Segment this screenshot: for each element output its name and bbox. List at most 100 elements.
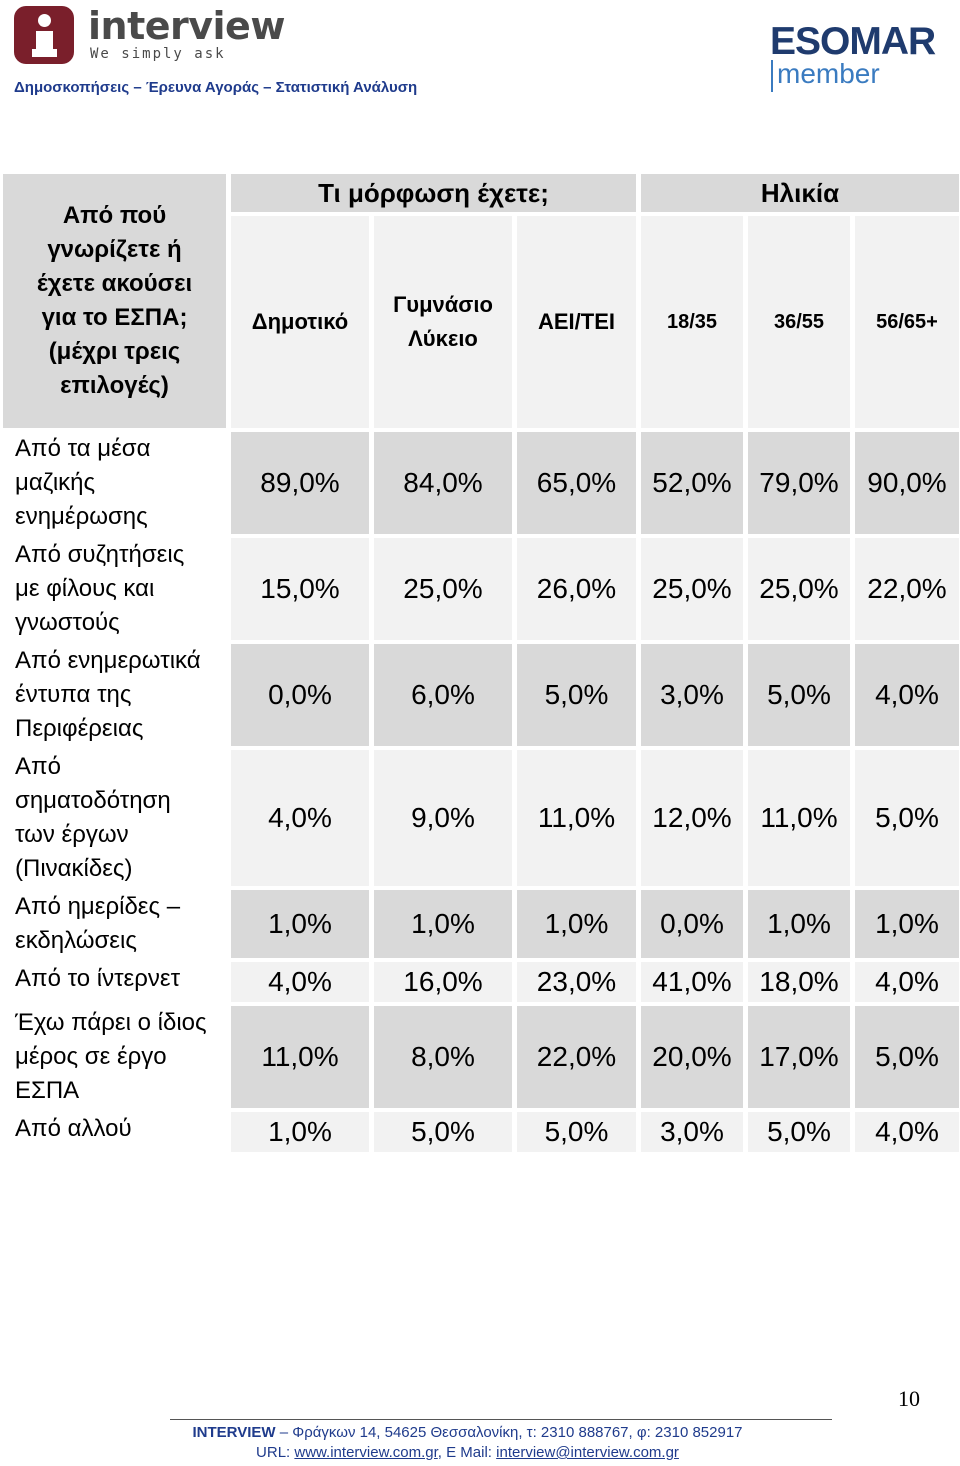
value-cell: 0,0% bbox=[641, 890, 743, 958]
education-group-header: Τι μόρφωση έχετε; bbox=[231, 174, 636, 212]
value-cell: 17,0% bbox=[748, 1006, 850, 1108]
row-label-line: (Πινακίδες) bbox=[15, 855, 133, 882]
row-label: Έχω πάρει ο ίδιος μέρος σε έργο ΕΣΠΑ bbox=[3, 1006, 226, 1108]
column-header-line: Δημοτικό bbox=[251, 309, 349, 334]
value-cell: 23,0% bbox=[517, 962, 636, 1002]
value-cell: 79,0% bbox=[748, 432, 850, 534]
value-cell: 5,0% bbox=[855, 750, 959, 886]
row-label: Από αλλού bbox=[3, 1112, 226, 1152]
row-label: Από συζητήσεις με φίλους και γνωστούς bbox=[3, 538, 226, 640]
value-cell: 22,0% bbox=[517, 1006, 636, 1108]
table-row: Από αλλού 1,0% 5,0% 5,0% 3,0% 5,0% 4,0% bbox=[3, 1112, 959, 1152]
value-cell: 1,0% bbox=[517, 890, 636, 958]
column-header: Γυμνάσιο Λύκειο bbox=[374, 216, 512, 428]
value-cell: 1,0% bbox=[374, 890, 512, 958]
value-cell: 9,0% bbox=[374, 750, 512, 886]
row-label: Από το ίντερνετ bbox=[3, 962, 226, 1002]
row-label-line: μέρος σε έργο bbox=[15, 1043, 167, 1070]
table-row: Από ενημερωτικά έντυπα της Περιφέρειας 0,0%… bbox=[3, 644, 959, 746]
value-cell: 4,0% bbox=[231, 962, 369, 1002]
footer-mail-label: , E Mail: bbox=[437, 1444, 497, 1461]
row-label-line: ενημέρωσης bbox=[15, 503, 148, 530]
value-cell: 4,0% bbox=[855, 644, 959, 746]
column-header-line: Γυμνάσιο bbox=[393, 292, 493, 317]
row-label-line: σηματοδότηση bbox=[15, 787, 171, 814]
question-line: επιλογές) bbox=[60, 372, 169, 399]
row-label-line: με φίλους και bbox=[15, 575, 155, 602]
question-line: έχετε ακούσει bbox=[36, 270, 193, 297]
footer-address-text: – Φράγκων 14, 54625 Θεσσαλονίκη, τ: 2310… bbox=[275, 1424, 743, 1441]
value-cell: 16,0% bbox=[374, 962, 512, 1002]
column-header-line: 18/35 bbox=[666, 311, 718, 333]
row-label-line: έντυπα της bbox=[15, 681, 132, 708]
row-label-line: Από ημερίδες – bbox=[15, 893, 181, 920]
value-cell: 11,0% bbox=[517, 750, 636, 886]
column-header: 36/55 bbox=[748, 216, 850, 428]
row-label-line: Από bbox=[15, 753, 61, 780]
row-label-line: μαζικής bbox=[15, 469, 96, 496]
esomar-member-label: member bbox=[777, 58, 880, 89]
value-cell: 4,0% bbox=[855, 962, 959, 1002]
table-row: Έχω πάρει ο ίδιος μέρος σε έργο ΕΣΠΑ 11,0% 8… bbox=[3, 1006, 959, 1108]
value-cell: 15,0% bbox=[231, 538, 369, 640]
footer-address: INTERVIEW – Φράγκων 14, 54625 Θεσσαλονίκ… bbox=[0, 1424, 935, 1441]
value-cell: 26,0% bbox=[517, 538, 636, 640]
value-cell: 11,0% bbox=[231, 1006, 369, 1108]
column-header: 18/35 bbox=[641, 216, 743, 428]
value-cell: 25,0% bbox=[641, 538, 743, 640]
value-cell: 41,0% bbox=[641, 962, 743, 1002]
value-cell: 65,0% bbox=[517, 432, 636, 534]
row-label-line: Από αλλού bbox=[15, 1115, 132, 1142]
header-subtitle: Δημοσκοπήσεις – Έρευνα Αγοράς – Στατιστι… bbox=[14, 79, 418, 96]
value-cell: 4,0% bbox=[231, 750, 369, 886]
question-line: για το ΕΣΠΑ; bbox=[41, 304, 188, 331]
row-label-line: των έργων bbox=[15, 821, 129, 848]
question-header: Από πού γνωρίζετε ή έχετε ακούσει για το… bbox=[3, 174, 226, 428]
row-label-line: Έχω πάρει ο ίδιος bbox=[15, 1009, 207, 1036]
value-cell: 5,0% bbox=[855, 1006, 959, 1108]
value-cell: 84,0% bbox=[374, 432, 512, 534]
row-label-line: Από τα μέσα bbox=[15, 435, 151, 462]
value-cell: 1,0% bbox=[855, 890, 959, 958]
row-label-line: ΕΣΠΑ bbox=[15, 1077, 80, 1104]
footer-divider bbox=[170, 1419, 832, 1420]
value-cell: 1,0% bbox=[231, 890, 369, 958]
column-header: 56/65+ bbox=[855, 216, 959, 428]
value-cell: 3,0% bbox=[641, 644, 743, 746]
value-cell: 8,0% bbox=[374, 1006, 512, 1108]
table-row: Από συζητήσεις με φίλους και γνωστούς 15,0%… bbox=[3, 538, 959, 640]
row-label-line: Από το ίντερνετ bbox=[15, 965, 181, 992]
column-header-line: 36/55 bbox=[773, 311, 825, 333]
value-cell: 12,0% bbox=[641, 750, 743, 886]
table-row: Από το ίντερνετ 4,0% 16,0% 23,0% 41,0% 18,0% 4… bbox=[3, 962, 959, 1002]
logo-wordmark: interview bbox=[88, 4, 285, 48]
value-cell: 90,0% bbox=[855, 432, 959, 534]
table-row: Από ημερίδες – εκδηλώσεις 1,0% 1,0% 1,0% 0,0%… bbox=[3, 890, 959, 958]
column-header-line: Λύκειο bbox=[408, 326, 478, 351]
value-cell: 1,0% bbox=[748, 890, 850, 958]
footer-contact: URL: www.interview.com.gr, E Mail: inter… bbox=[0, 1444, 935, 1461]
row-label-line: Από ενημερωτικά bbox=[15, 647, 201, 674]
interview-logo bbox=[14, 6, 74, 64]
row-label: Από ημερίδες – εκδηλώσεις bbox=[3, 890, 226, 958]
value-cell: 22,0% bbox=[855, 538, 959, 640]
value-cell: 6,0% bbox=[374, 644, 512, 746]
question-line: Από πού bbox=[62, 202, 167, 229]
footer-company: INTERVIEW bbox=[192, 1424, 276, 1441]
value-cell: 89,0% bbox=[231, 432, 369, 534]
page-number: 10 bbox=[898, 1386, 920, 1411]
survey-results-table: Από πού γνωρίζετε ή έχετε ακούσει για το… bbox=[0, 170, 960, 1156]
logo-i-dot bbox=[38, 14, 51, 27]
value-cell: 52,0% bbox=[641, 432, 743, 534]
footer-url-link[interactable]: www.interview.com.gr bbox=[294, 1444, 438, 1461]
value-cell: 5,0% bbox=[748, 644, 850, 746]
value-cell: 5,0% bbox=[517, 1112, 636, 1152]
row-label: Από ενημερωτικά έντυπα της Περιφέρειας bbox=[3, 644, 226, 746]
value-cell: 11,0% bbox=[748, 750, 850, 886]
question-line: γνωρίζετε ή bbox=[47, 236, 182, 263]
value-cell: 5,0% bbox=[517, 644, 636, 746]
esomar-logo: ESOMAR bbox=[770, 20, 936, 63]
value-cell: 20,0% bbox=[641, 1006, 743, 1108]
footer-mail-link[interactable]: interview@interview.com.gr bbox=[496, 1444, 679, 1461]
value-cell: 4,0% bbox=[855, 1112, 959, 1152]
